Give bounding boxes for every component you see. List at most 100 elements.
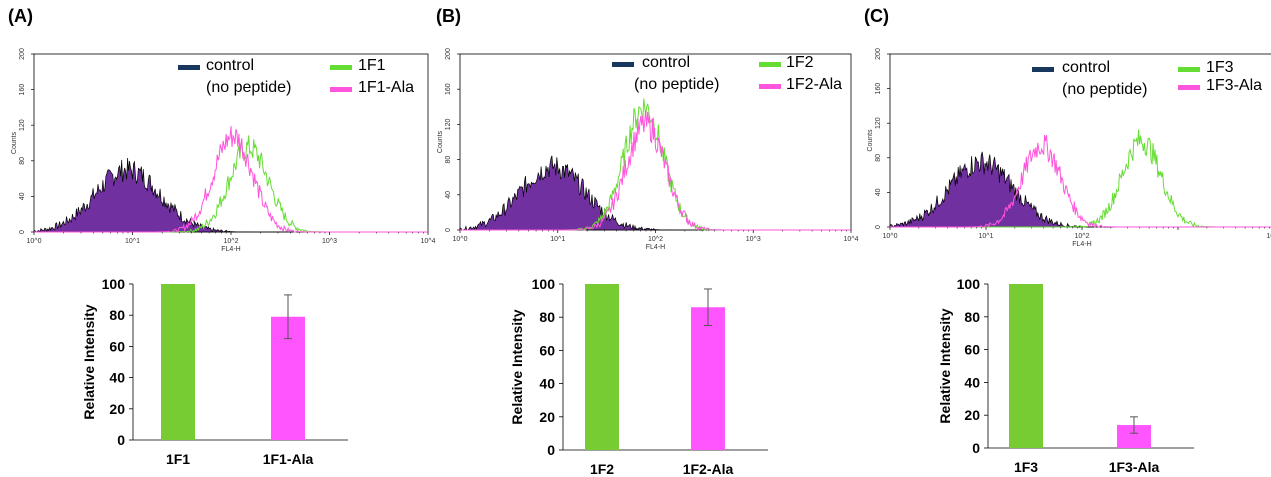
y-tick-label: 20: [109, 401, 125, 417]
y-tick-label: 0: [547, 442, 555, 458]
histogram-chart: 10^0 10^1 10^2 10^3 10^4 FL4-H 0 40 80 120 160 200 C…: [11, 48, 436, 253]
legend-peptide: 1F2: [786, 54, 814, 71]
x-tick-label: 10^2: [1075, 233, 1090, 240]
x-tick-label: 10^3: [322, 238, 337, 245]
y-tick-label: 0: [19, 230, 26, 234]
y-tick-label: 40: [539, 376, 555, 392]
x-axis-label: FL4-H: [221, 246, 240, 253]
legend-swatch-ala: [330, 87, 352, 92]
legend-swatch-peptide: [330, 65, 352, 70]
bar-1F2: [585, 284, 619, 450]
x-tick-label: 10^4: [1267, 233, 1271, 240]
y-tick-label: 80: [539, 309, 555, 325]
x-tick-label: 10^3: [746, 236, 761, 243]
legend-control-note: (no peptide): [1062, 81, 1148, 98]
bar-1F1: [161, 284, 195, 440]
x-tick-label: 10^0: [453, 236, 468, 243]
legend-control: control: [206, 57, 255, 74]
bar-1F2-Ala: [691, 307, 725, 450]
x-tick-label: 1F1: [166, 451, 190, 467]
legend-swatch-peptide: [759, 62, 781, 67]
y-tick-label: 80: [109, 307, 125, 323]
legend-peptide: 1F1: [358, 57, 386, 74]
series-control-area: [459, 155, 851, 231]
y-tick-label: 20: [539, 409, 555, 425]
y-tick-label: 200: [445, 48, 452, 60]
bar-1F3: [1009, 284, 1043, 448]
legend-ala: 1F2-Ala: [786, 76, 843, 93]
y-tick-label: 100: [957, 276, 981, 292]
panel-a: (A) 10^0 10^1 10^2 10^3 10^4 FL4-H 0 40 80 120 160…: [8, 0, 438, 477]
x-tick-label: 10^4: [421, 238, 436, 245]
y-axis-label: Counts: [11, 131, 18, 154]
y-tick-label: 80: [875, 154, 882, 162]
y-axis-label: Counts: [437, 130, 444, 153]
y-tick-label: 40: [964, 374, 980, 390]
panel-b: (B) 10^0 10^1 10^2 10^3 10^4 FL4-H 0 40 80 120 160…: [436, 0, 866, 477]
y-axis-label: Relative Intensity: [937, 308, 953, 423]
bar-chart: 0 20 40 60 80 100 Relative Intensity 1F1 1F1-Ala: [81, 276, 348, 467]
y-axis-label: Counts: [867, 129, 874, 152]
panel-label: (C): [864, 6, 889, 26]
x-tick-label: 10^2: [224, 238, 239, 245]
legend-swatch-ala: [1178, 85, 1200, 90]
series-control-area: [33, 157, 428, 233]
legend-swatch-ala: [759, 84, 781, 89]
y-tick-label: 0: [972, 440, 980, 456]
y-tick-label: 100: [532, 276, 556, 292]
x-tick-label: 10^4: [844, 236, 859, 243]
legend-ala: 1F1-Ala: [358, 79, 415, 96]
legend-control-note: (no peptide): [206, 79, 292, 96]
histogram-chart: 10^0 10^1 10^2 10^4 FL4-H 0 40 80 120 160 200 Count…: [867, 48, 1271, 248]
y-tick-label: 60: [109, 338, 125, 354]
x-tick-label: 10^0: [883, 233, 898, 240]
legend-swatch-peptide: [1178, 67, 1200, 72]
x-tick-label: 1F3-Ala: [1109, 459, 1160, 475]
y-tick-label: 160: [19, 84, 26, 96]
legend-ala: 1F3-Ala: [1206, 77, 1263, 94]
y-tick-label: 0: [117, 432, 125, 448]
legend-control-note: (no peptide): [634, 76, 720, 93]
y-tick-label: 40: [875, 188, 882, 196]
legend-control: control: [1062, 59, 1111, 76]
y-tick-label: 40: [109, 370, 125, 386]
panel-c: (C) 10^0 10^1 10^2 10^4 FL4-H 0 40 80 120 160 200 C…: [864, 0, 1271, 477]
y-tick-label: 200: [19, 48, 26, 60]
y-tick-label: 80: [445, 156, 452, 164]
series-ala-line: [34, 126, 428, 233]
x-tick-label: 10^1: [550, 236, 565, 243]
bar-chart: 0 20 40 60 80 100 Relative Intensity 1F2 1F2-Ala: [509, 276, 768, 477]
y-tick-label: 80: [19, 157, 26, 165]
legend-control: control: [642, 54, 691, 71]
x-tick-label: 10^1: [125, 238, 140, 245]
y-tick-label: 100: [102, 276, 126, 292]
y-tick-label: 40: [445, 191, 452, 199]
x-tick-label: 1F2-Ala: [683, 461, 734, 477]
y-axis-label: Relative Intensity: [81, 304, 97, 419]
panel-label: (A): [8, 6, 33, 26]
y-tick-label: 60: [539, 342, 555, 358]
x-axis-label: FL4-H: [646, 244, 665, 251]
y-tick-label: 0: [445, 228, 452, 232]
y-tick-label: 120: [445, 118, 452, 130]
x-tick-label: 1F1-Ala: [263, 451, 314, 467]
panel-label: (B): [436, 6, 461, 26]
y-tick-label: 160: [875, 83, 882, 95]
y-tick-label: 80: [964, 309, 980, 325]
x-tick-label: 10^1: [979, 233, 994, 240]
series-ala-line: [460, 110, 851, 231]
y-tick-label: 40: [19, 192, 26, 200]
y-tick-label: 160: [445, 83, 452, 95]
x-tick-label: 10^2: [648, 236, 663, 243]
x-tick-label: 10^0: [27, 238, 42, 245]
y-tick-label: 200: [875, 48, 882, 60]
y-tick-label: 120: [875, 117, 882, 129]
x-tick-label: 1F2: [590, 461, 614, 477]
y-tick-label: 20: [964, 407, 980, 423]
series-ala-line: [890, 135, 1271, 228]
legend-swatch-control: [178, 65, 200, 70]
histogram-chart: 10^0 10^1 10^2 10^3 10^4 FL4-H 0 40 80 120 160 200 C…: [437, 48, 859, 251]
x-axis-label: FL4-H: [1072, 241, 1091, 248]
bar-1F3-Ala: [1117, 425, 1151, 448]
